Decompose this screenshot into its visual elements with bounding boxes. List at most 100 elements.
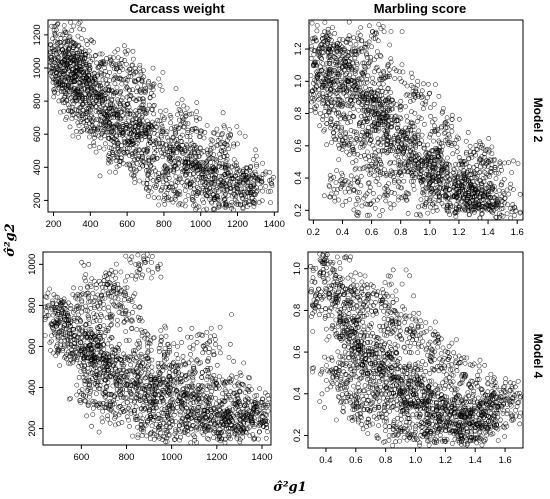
scatter-point-jitter — [509, 170, 515, 175]
scatter-point-jitter — [63, 117, 69, 123]
scatter-point-jitter — [162, 201, 168, 207]
scatter-point-jitter — [508, 215, 514, 221]
scatter-point-jitter — [170, 151, 176, 157]
scatter-point-jitter — [203, 170, 209, 176]
scatter-point — [132, 128, 137, 134]
scatter-point-jitter — [263, 183, 269, 189]
scatter-point-jitter — [123, 126, 129, 132]
scatter-point-jitter — [111, 129, 117, 135]
scatter-point-jitter — [143, 123, 148, 129]
scatter-point-jitter — [138, 69, 144, 75]
scatter-point-jitter — [111, 93, 116, 98]
scatter-point-jitter — [189, 357, 194, 363]
scatter-point-jitter — [388, 56, 394, 62]
scatter-point-jitter — [86, 95, 91, 101]
scatter-point-jitter — [216, 374, 222, 379]
scatter-point-jitter — [130, 87, 135, 93]
scatter-point-jitter — [136, 138, 142, 143]
scatter-point-jitter — [216, 202, 222, 208]
scatter-point-jitter — [342, 189, 348, 195]
scatter-point-jitter — [165, 135, 170, 141]
scatter-point-jitter — [91, 117, 96, 123]
scatter-point-jitter — [75, 88, 81, 94]
scatter-point-jitter — [172, 124, 177, 130]
scatter-point — [240, 206, 246, 212]
scatter-point-jitter — [243, 194, 249, 200]
scatter-point-jitter — [175, 155, 181, 161]
scatter-point-jitter — [515, 161, 521, 166]
scatter-point-jitter — [98, 83, 103, 88]
scatter-point-jitter — [88, 107, 93, 112]
scatter-point-jitter — [251, 181, 256, 186]
scatter-point-jitter — [69, 40, 75, 45]
scatter-point-jitter — [403, 104, 408, 109]
scatter-point-jitter — [399, 173, 404, 178]
scatter-point-jitter — [243, 165, 249, 171]
scatter-point-jitter — [131, 56, 136, 62]
scatter-point-jitter — [421, 106, 426, 112]
scatter-point-jitter — [86, 72, 92, 78]
scatter-point-jitter — [151, 102, 157, 108]
scatter-point-jitter — [403, 190, 409, 196]
scatter-point-jitter — [212, 197, 217, 203]
scatter-point-jitter — [208, 334, 213, 340]
scatter-point-jitter — [121, 297, 127, 303]
scatter-point-jitter — [96, 101, 102, 107]
scatter-point-jitter — [201, 200, 207, 205]
scatter-point-jitter — [121, 105, 127, 111]
scatter-point-jitter — [140, 96, 145, 102]
scatter-point-jitter — [84, 68, 90, 74]
scatter-point-jitter — [258, 185, 263, 190]
scatter-point-jitter — [425, 142, 431, 148]
scatter-point-jitter — [237, 130, 243, 136]
scatter-point-jitter — [185, 178, 190, 184]
scatter-point-jitter — [125, 108, 130, 114]
scatter-point-jitter — [112, 75, 118, 81]
scatter-point-jitter — [73, 59, 79, 65]
scatter-point-jitter — [120, 95, 125, 101]
scatter-point — [168, 138, 174, 144]
scatter-point-jitter — [173, 86, 179, 91]
scatter-point-jitter — [411, 187, 417, 192]
scatter-point-jitter — [146, 102, 152, 108]
scatter-point-jitter — [438, 170, 444, 176]
scatter-point-jitter — [211, 192, 216, 198]
scatter-point-jitter — [170, 199, 176, 205]
x-axis-label-text: σ̂²g1 — [273, 480, 306, 495]
scatter-point-jitter — [333, 180, 339, 185]
scatter-point-jitter — [359, 113, 364, 119]
scatter-point-jitter — [49, 23, 54, 29]
scatter-point-jitter — [68, 108, 73, 114]
scatter-point-jitter — [123, 61, 129, 67]
scatter-point-jitter — [63, 38, 68, 44]
scatter-point-jitter — [193, 154, 198, 159]
scatter-point-jitter — [114, 154, 119, 160]
scatter-point-jitter — [173, 174, 179, 179]
scatter-point — [220, 145, 226, 150]
scatter-point-jitter — [55, 40, 61, 46]
scatter-point-jitter — [238, 373, 244, 378]
scatter-point-jitter — [173, 129, 178, 134]
scatter-point-jitter — [210, 168, 216, 173]
x-tick-label: 0.8 — [394, 227, 407, 238]
scatter-point-jitter — [234, 189, 240, 195]
scatter-point-jitter — [57, 71, 63, 76]
scatter-point-jitter — [69, 28, 75, 33]
x-tick-label: 1.0 — [423, 227, 436, 238]
scatter-point-jitter — [320, 61, 326, 67]
scatter-point-jitter — [321, 128, 327, 134]
scatter-point-jitter — [115, 145, 121, 151]
scatter-point-jitter — [92, 53, 98, 59]
scatter-point-jitter — [93, 89, 99, 95]
scatter-point-jitter — [153, 138, 159, 144]
scatter-point-jitter — [107, 121, 113, 127]
scatter-point-jitter — [175, 179, 180, 185]
scatter-point-jitter — [204, 123, 210, 128]
scatter-point-jitter — [309, 20, 315, 26]
scatter-point-jitter — [134, 122, 139, 128]
scatter-point — [194, 191, 200, 197]
scatter-point-jitter — [408, 167, 414, 173]
x-tick-label: 1.4 — [481, 227, 494, 238]
scatter-point-jitter — [244, 204, 250, 209]
scatter-point — [216, 198, 222, 203]
